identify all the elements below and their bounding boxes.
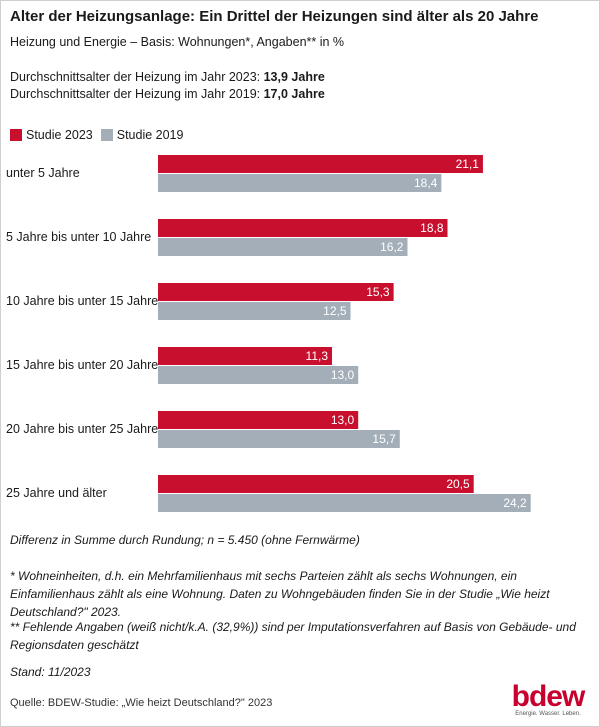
average-age-2019: Durchschnittsalter der Heizung im Jahr 2… [10, 87, 325, 101]
bar-2019 [158, 494, 531, 512]
bar-2019 [158, 238, 408, 256]
average-age-2019-label: Durchschnittsalter der Heizung im Jahr 2… [10, 87, 261, 101]
data-label: 21,1 [456, 157, 480, 171]
bar-2023 [158, 283, 394, 301]
category-label: 25 Jahre und älter [6, 486, 107, 500]
category-label: 20 Jahre bis unter 25 Jahre [6, 422, 158, 436]
bar-2019 [158, 366, 359, 384]
stand-date: Stand: 11/2023 [10, 665, 91, 679]
bar-2019 [158, 302, 351, 320]
data-label: 15,3 [366, 285, 390, 299]
category-label: unter 5 Jahre [6, 166, 80, 180]
bar-2023 [158, 411, 359, 429]
bar-2023 [158, 155, 483, 173]
average-age-2023-label: Durchschnittsalter der Heizung im Jahr 2… [10, 70, 261, 84]
data-label: 24,2 [503, 496, 527, 510]
legend-item-2023: Studie 2023 [10, 128, 93, 142]
chart-legend: Studie 2023 Studie 2019 [10, 128, 191, 142]
bar-2019 [158, 174, 442, 192]
chart-title: Alter der Heizungsanlage: Ein Drittel de… [10, 8, 539, 25]
logo-brand: bdew [511, 680, 586, 713]
bdew-logo: bdew Energie. Wasser. Leben. [506, 680, 590, 718]
chart-subtitle: Heizung und Energie – Basis: Wohnungen*,… [10, 35, 345, 49]
average-age-2023-value: 13,9 Jahre [263, 70, 325, 84]
legend-label-2019: Studie 2019 [116, 128, 184, 142]
average-age-2019-value: 17,0 Jahre [263, 87, 325, 101]
source-text: Quelle: BDEW-Studie: „Wie heizt Deutschl… [10, 697, 273, 709]
legend-swatch-2023 [10, 129, 22, 141]
legend-label-2023: Studie 2023 [26, 128, 93, 142]
category-label: 5 Jahre bis unter 10 Jahre [6, 230, 151, 244]
average-age-2023: Durchschnittsalter der Heizung im Jahr 2… [10, 70, 325, 84]
data-label: 13,0 [331, 413, 355, 427]
footnote-missing-data: ** Fehlende Angaben (weiß nicht/k.A. (32… [10, 620, 576, 652]
category-label: 15 Jahre bis unter 20 Jahre [6, 358, 158, 372]
logo-tagline: Energie. Wasser. Leben. [515, 711, 581, 717]
data-label: 13,0 [331, 368, 355, 382]
footnote-housing-units: * Wohneinheiten, d.h. ein Mehrfamilienha… [10, 569, 550, 619]
rounding-note: Differenz in Summe durch Rundung; n = 5.… [10, 533, 360, 547]
bar-2023 [158, 219, 448, 237]
data-label: 18,8 [420, 221, 444, 235]
data-label: 15,7 [372, 432, 396, 446]
legend-swatch-2019 [100, 129, 113, 141]
legend-item-2019: Studie 2019 [100, 128, 184, 142]
data-label: 20,5 [446, 477, 470, 491]
category-label: 10 Jahre bis unter 15 Jahre [6, 294, 158, 308]
data-label: 18,4 [414, 176, 438, 190]
bar-2023 [158, 475, 474, 493]
bar-2023 [158, 347, 333, 365]
data-label: 16,2 [380, 240, 404, 254]
bar-2019 [158, 430, 400, 448]
data-label: 11,3 [306, 349, 329, 363]
data-label: 12,5 [323, 304, 347, 318]
